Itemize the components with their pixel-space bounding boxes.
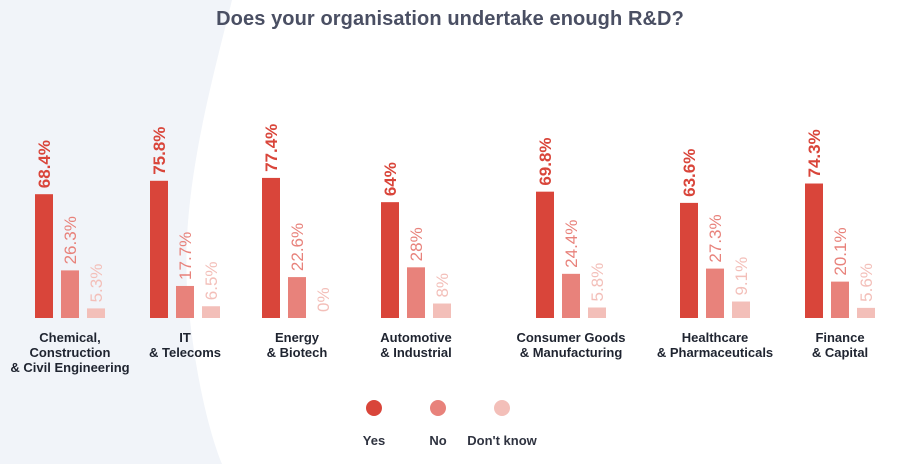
bar-no-3 — [407, 267, 425, 318]
bar-no-1 — [176, 285, 194, 318]
bar-don-t-know-0 — [87, 308, 105, 318]
category-label-4: Consumer Goods & Manufacturing — [516, 330, 625, 360]
category-label-1: IT & Telecoms — [149, 330, 221, 360]
data-label-no-6: 20.1% — [831, 227, 850, 275]
data-label-don-t-know-3: 8% — [433, 273, 452, 298]
legend-label-yes: Yes — [363, 433, 385, 448]
data-label-yes-2: 77.4% — [262, 124, 281, 172]
data-label-yes-3: 64% — [381, 162, 400, 196]
bar-yes-5 — [680, 202, 698, 318]
data-label-yes-0: 68.4% — [35, 140, 54, 188]
data-label-don-t-know-2: 0% — [314, 287, 333, 312]
bar-yes-4 — [536, 191, 554, 318]
legend-swatch-yes — [366, 400, 382, 416]
data-label-don-t-know-6: 5.6% — [857, 263, 876, 302]
data-label-yes-5: 63.6% — [680, 149, 699, 197]
data-label-no-2: 22.6% — [288, 223, 307, 271]
category-label-6: Finance & Capital — [812, 330, 868, 360]
data-label-no-5: 27.3% — [706, 214, 725, 262]
legend-label-don-t-know: Don't know — [467, 433, 537, 448]
bar-no-0 — [61, 270, 79, 318]
data-label-yes-4: 69.8% — [536, 137, 555, 185]
data-label-don-t-know-1: 6.5% — [202, 261, 221, 300]
chart-title: Does your organisation undertake enough … — [216, 8, 684, 30]
bar-yes-1 — [150, 180, 168, 318]
data-label-yes-6: 74.3% — [805, 129, 824, 177]
bar-no-2 — [288, 277, 306, 318]
bar-yes-3 — [381, 202, 399, 318]
data-label-no-4: 24.4% — [562, 220, 581, 268]
data-label-no-0: 26.3% — [61, 216, 80, 264]
bar-yes-0 — [35, 194, 53, 318]
data-label-yes-1: 75.8% — [150, 127, 169, 175]
bar-don-t-know-1 — [202, 306, 220, 318]
bar-don-t-know-3 — [433, 303, 451, 318]
category-label-0: Chemical, Construction & Civil Engineering — [10, 330, 129, 375]
data-label-no-1: 17.7% — [176, 232, 195, 280]
data-label-no-3: 28% — [407, 227, 426, 261]
bar-don-t-know-5 — [732, 301, 750, 318]
legend-swatch-no — [430, 400, 446, 416]
bar-no-5 — [706, 268, 724, 318]
bar-yes-6 — [805, 183, 823, 318]
bar-don-t-know-6 — [857, 307, 875, 318]
legend-label-no: No — [429, 433, 446, 448]
category-label-3: Automotive & Industrial — [380, 330, 452, 360]
bar-yes-2 — [262, 177, 280, 318]
data-label-don-t-know-5: 9.1% — [732, 257, 751, 296]
legend-swatch-don-t-know — [494, 400, 510, 416]
bar-no-6 — [831, 281, 849, 318]
bar-don-t-know-4 — [588, 307, 606, 318]
bar-no-4 — [562, 273, 580, 318]
data-label-don-t-know-4: 5.8% — [588, 263, 607, 302]
category-label-5: Healthcare & Pharmaceuticals — [657, 330, 773, 360]
data-label-don-t-know-0: 5.3% — [87, 264, 106, 303]
category-label-2: Energy & Biotech — [267, 330, 328, 360]
